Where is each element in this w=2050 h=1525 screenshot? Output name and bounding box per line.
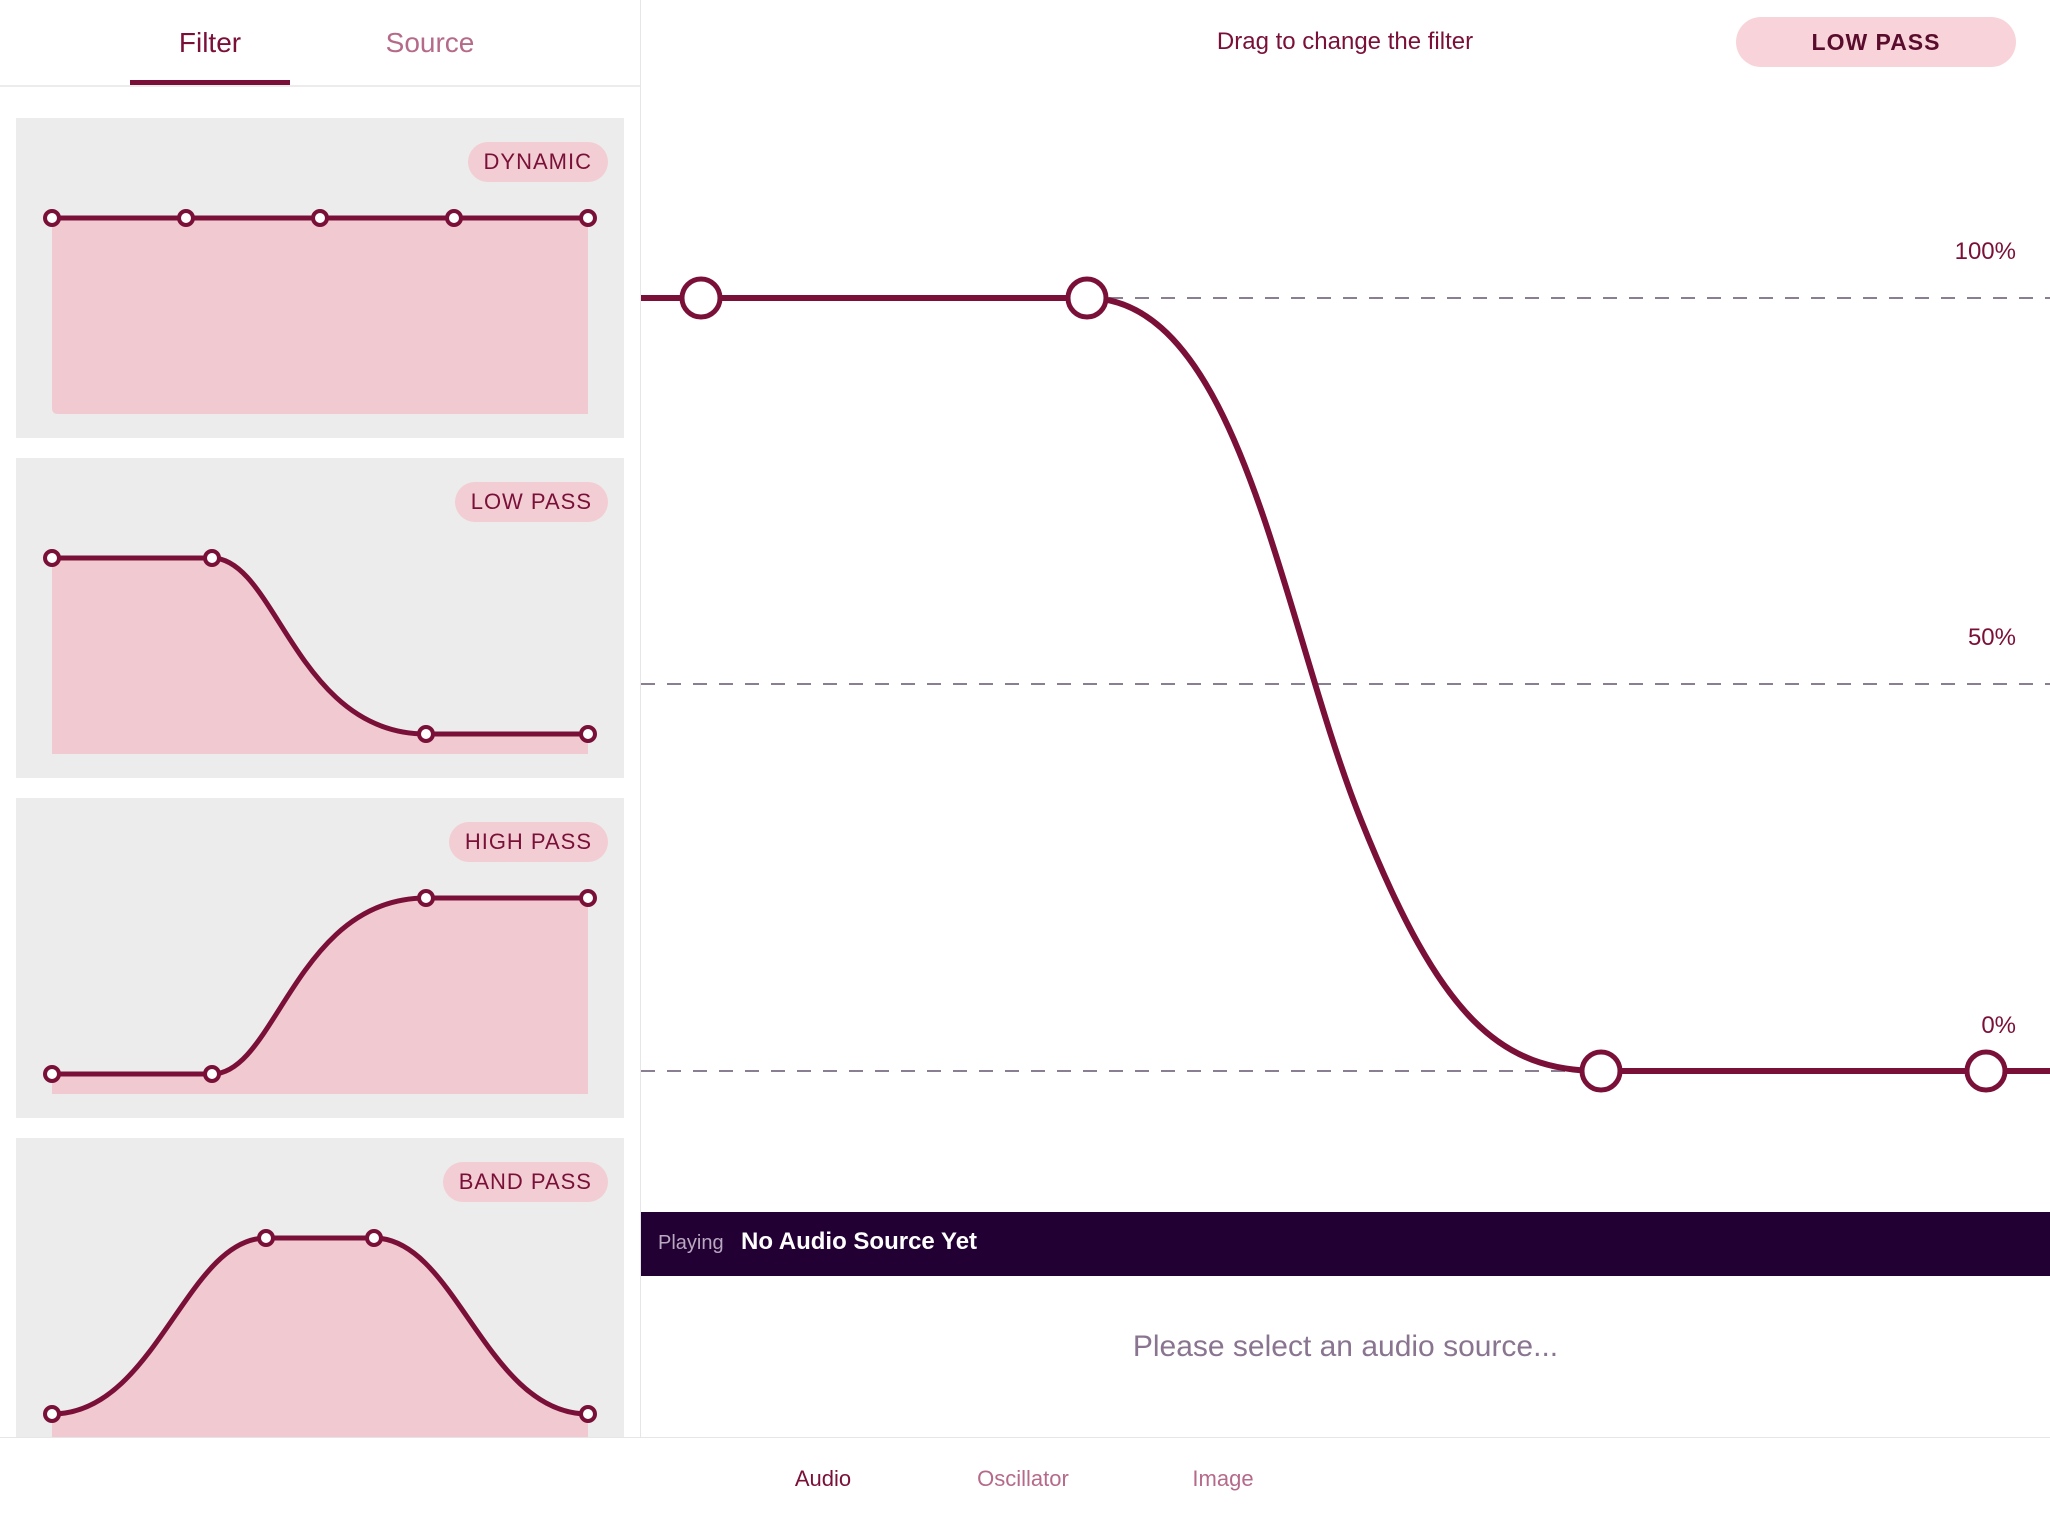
- tab-source[interactable]: Source: [385, 26, 475, 58]
- preset-curve-low-pass: [43, 549, 597, 754]
- preset-curve-dynamic: [43, 209, 597, 414]
- playing-title: No Audio Source Yet: [741, 1228, 978, 1255]
- level-label-50: 50%: [1967, 624, 2016, 651]
- preset-label-dynamic: DYNAMIC: [467, 142, 608, 182]
- preset-curve-high-pass: [43, 889, 597, 1094]
- source-type-tab-bar: Audio Oscillator Image: [0, 1437, 2050, 1525]
- preset-card-high-pass[interactable]: HIGH PASS: [16, 798, 624, 1118]
- level-gridlines: [641, 297, 2050, 1072]
- active-tab-indicator: [130, 80, 290, 85]
- preset-label-high-pass: HIGH PASS: [448, 822, 608, 862]
- left-tab-bar: Filter Source: [0, 0, 640, 87]
- control-point-4[interactable]: [1964, 1049, 2008, 1093]
- preset-card-low-pass[interactable]: LOW PASS: [16, 458, 624, 778]
- level-label-0: 0%: [1981, 1012, 2016, 1039]
- preset-curve-band-pass: [43, 1229, 597, 1437]
- control-point-3[interactable]: [1579, 1049, 1623, 1093]
- filter-curve-editor[interactable]: [641, 100, 2050, 1200]
- preset-label-low-pass: LOW PASS: [454, 482, 608, 522]
- filter-curve: [641, 295, 2050, 1074]
- preset-card-dynamic[interactable]: DYNAMIC: [16, 118, 624, 438]
- tab-filter[interactable]: Filter: [178, 26, 242, 58]
- now-playing-bar: Playing No Audio Source Yet: [641, 1212, 2050, 1276]
- tab-image[interactable]: Image: [1192, 1466, 1254, 1491]
- tab-oscillator[interactable]: Oscillator: [977, 1466, 1069, 1491]
- filter-type-button[interactable]: LOW PASS: [1736, 17, 2016, 67]
- source-prompt: Please select an audio source...: [1132, 1330, 1559, 1363]
- preset-card-band-pass[interactable]: BAND PASS: [16, 1138, 624, 1437]
- playing-label: Playing: [658, 1232, 724, 1254]
- level-label-100: 100%: [1954, 238, 2016, 265]
- filter-sidebar: Filter Source DYNAMIC LOW PASS HIGH PASS: [0, 0, 641, 1437]
- tab-audio[interactable]: Audio: [794, 1466, 852, 1491]
- drag-hint: Drag to change the filter: [1216, 28, 1474, 55]
- control-point-1[interactable]: [679, 276, 723, 320]
- control-point-2[interactable]: [1065, 276, 1109, 320]
- preset-label-band-pass: BAND PASS: [442, 1162, 608, 1202]
